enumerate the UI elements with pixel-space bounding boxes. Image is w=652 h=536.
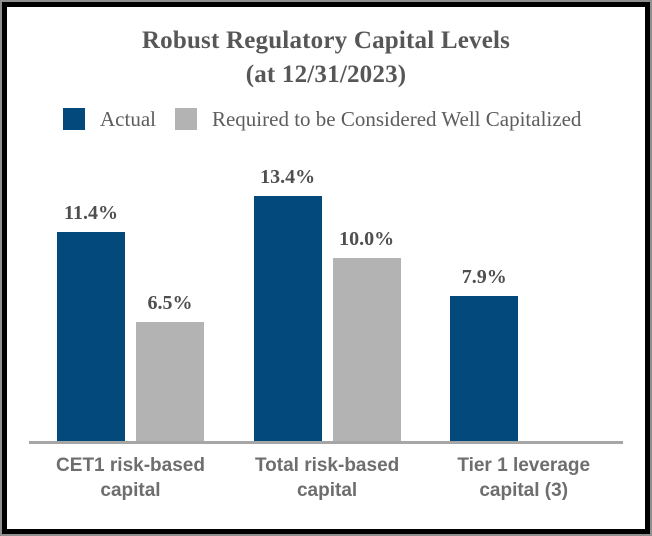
legend-label-required: Required to be Considered Well Capitaliz…: [211, 106, 582, 131]
legend-swatch-actual: [63, 108, 85, 130]
plot-area: 11.4% 6.5% 13.4% 10.0% 7.9%: [29, 150, 623, 441]
legend-item-required: Required to be Considered Well Capitaliz…: [174, 106, 582, 132]
bar-actual-1: [253, 195, 322, 441]
bar-actual-0: [57, 232, 125, 441]
category-label-1: Total risk-based capital: [254, 455, 400, 501]
bar-value-label-actual-0: 11.4%: [64, 202, 118, 225]
bar-value-label-required-1: 10.0%: [339, 228, 395, 250]
legend-item-actual: Actual: [63, 107, 156, 132]
bar-required-0: [136, 322, 204, 441]
legend-swatch-required: [174, 108, 197, 130]
bar-actual-2: [450, 296, 519, 441]
legend: Actual Required to be Considered Well Ca…: [63, 107, 581, 131]
legend-label-actual: Actual: [100, 106, 156, 131]
bar-value-label-required-0: 6.5%: [147, 292, 193, 314]
category-label-2: Tier 1 leverage capital (3): [457, 455, 591, 501]
chart-title-line1: Robust Regulatory Capital Levels: [141, 27, 511, 54]
bar-value-label-actual-2: 7.9%: [461, 266, 507, 289]
category-label-0: CET1 risk-based capital: [56, 455, 205, 501]
chart-title-line2: (at 12/31/2023): [245, 61, 407, 88]
bar-required-1: [332, 258, 401, 441]
chart-title: Robust Regulatory Capital Levels (at 12/…: [7, 24, 645, 92]
x-axis-line: [29, 441, 623, 444]
bar-value-label-actual-1: 13.4%: [260, 165, 316, 188]
